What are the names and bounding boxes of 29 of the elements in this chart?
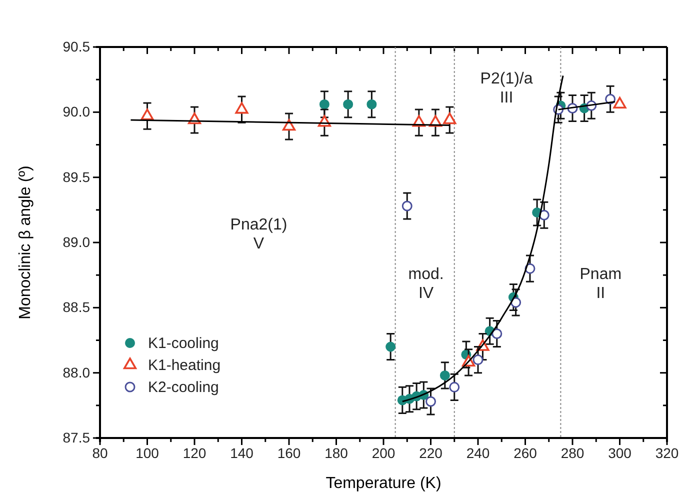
legend-label: K1-heating	[148, 357, 221, 374]
x-tick-label: 300	[608, 444, 632, 461]
y-tick-label: 90.0	[62, 104, 90, 120]
legend-label: K1-cooling	[148, 335, 219, 352]
x-tick-label: 260	[514, 444, 538, 461]
y-tick-label: 88.5	[62, 299, 90, 316]
x-tick-label: 200	[372, 444, 396, 461]
x-tick-label: 100	[136, 444, 160, 461]
x-tick-label: 120	[182, 444, 206, 461]
x-tick-label: 220	[419, 444, 443, 461]
x-tick-label: 160	[277, 444, 301, 461]
x-tick-label: 80	[92, 444, 108, 461]
annotation: mod. IV	[408, 266, 444, 302]
y-axis-title: Monoclinic β angle (º)	[17, 166, 34, 320]
legend-label: K2-cooling	[148, 379, 219, 396]
y-tick-label: 90.5	[62, 38, 90, 54]
annotation: P2(1)/a III	[480, 70, 533, 106]
annotation: Pnam II	[580, 266, 622, 302]
y-tick-label: 87.5	[62, 429, 90, 446]
y-tick-label: 88.0	[62, 364, 90, 380]
x-axis-title: Temperature (K)	[326, 475, 442, 492]
y-tick-label: 89.0	[62, 234, 90, 250]
y-tick-label: 89.5	[62, 168, 90, 185]
x-tick-label: 280	[560, 444, 584, 461]
x-tick-label: 140	[230, 444, 254, 461]
x-tick-label: 180	[324, 444, 348, 461]
x-tick-label: 320	[655, 444, 679, 461]
annotation: Pna2(1) V	[230, 216, 288, 253]
x-tick-label: 240	[466, 444, 490, 461]
